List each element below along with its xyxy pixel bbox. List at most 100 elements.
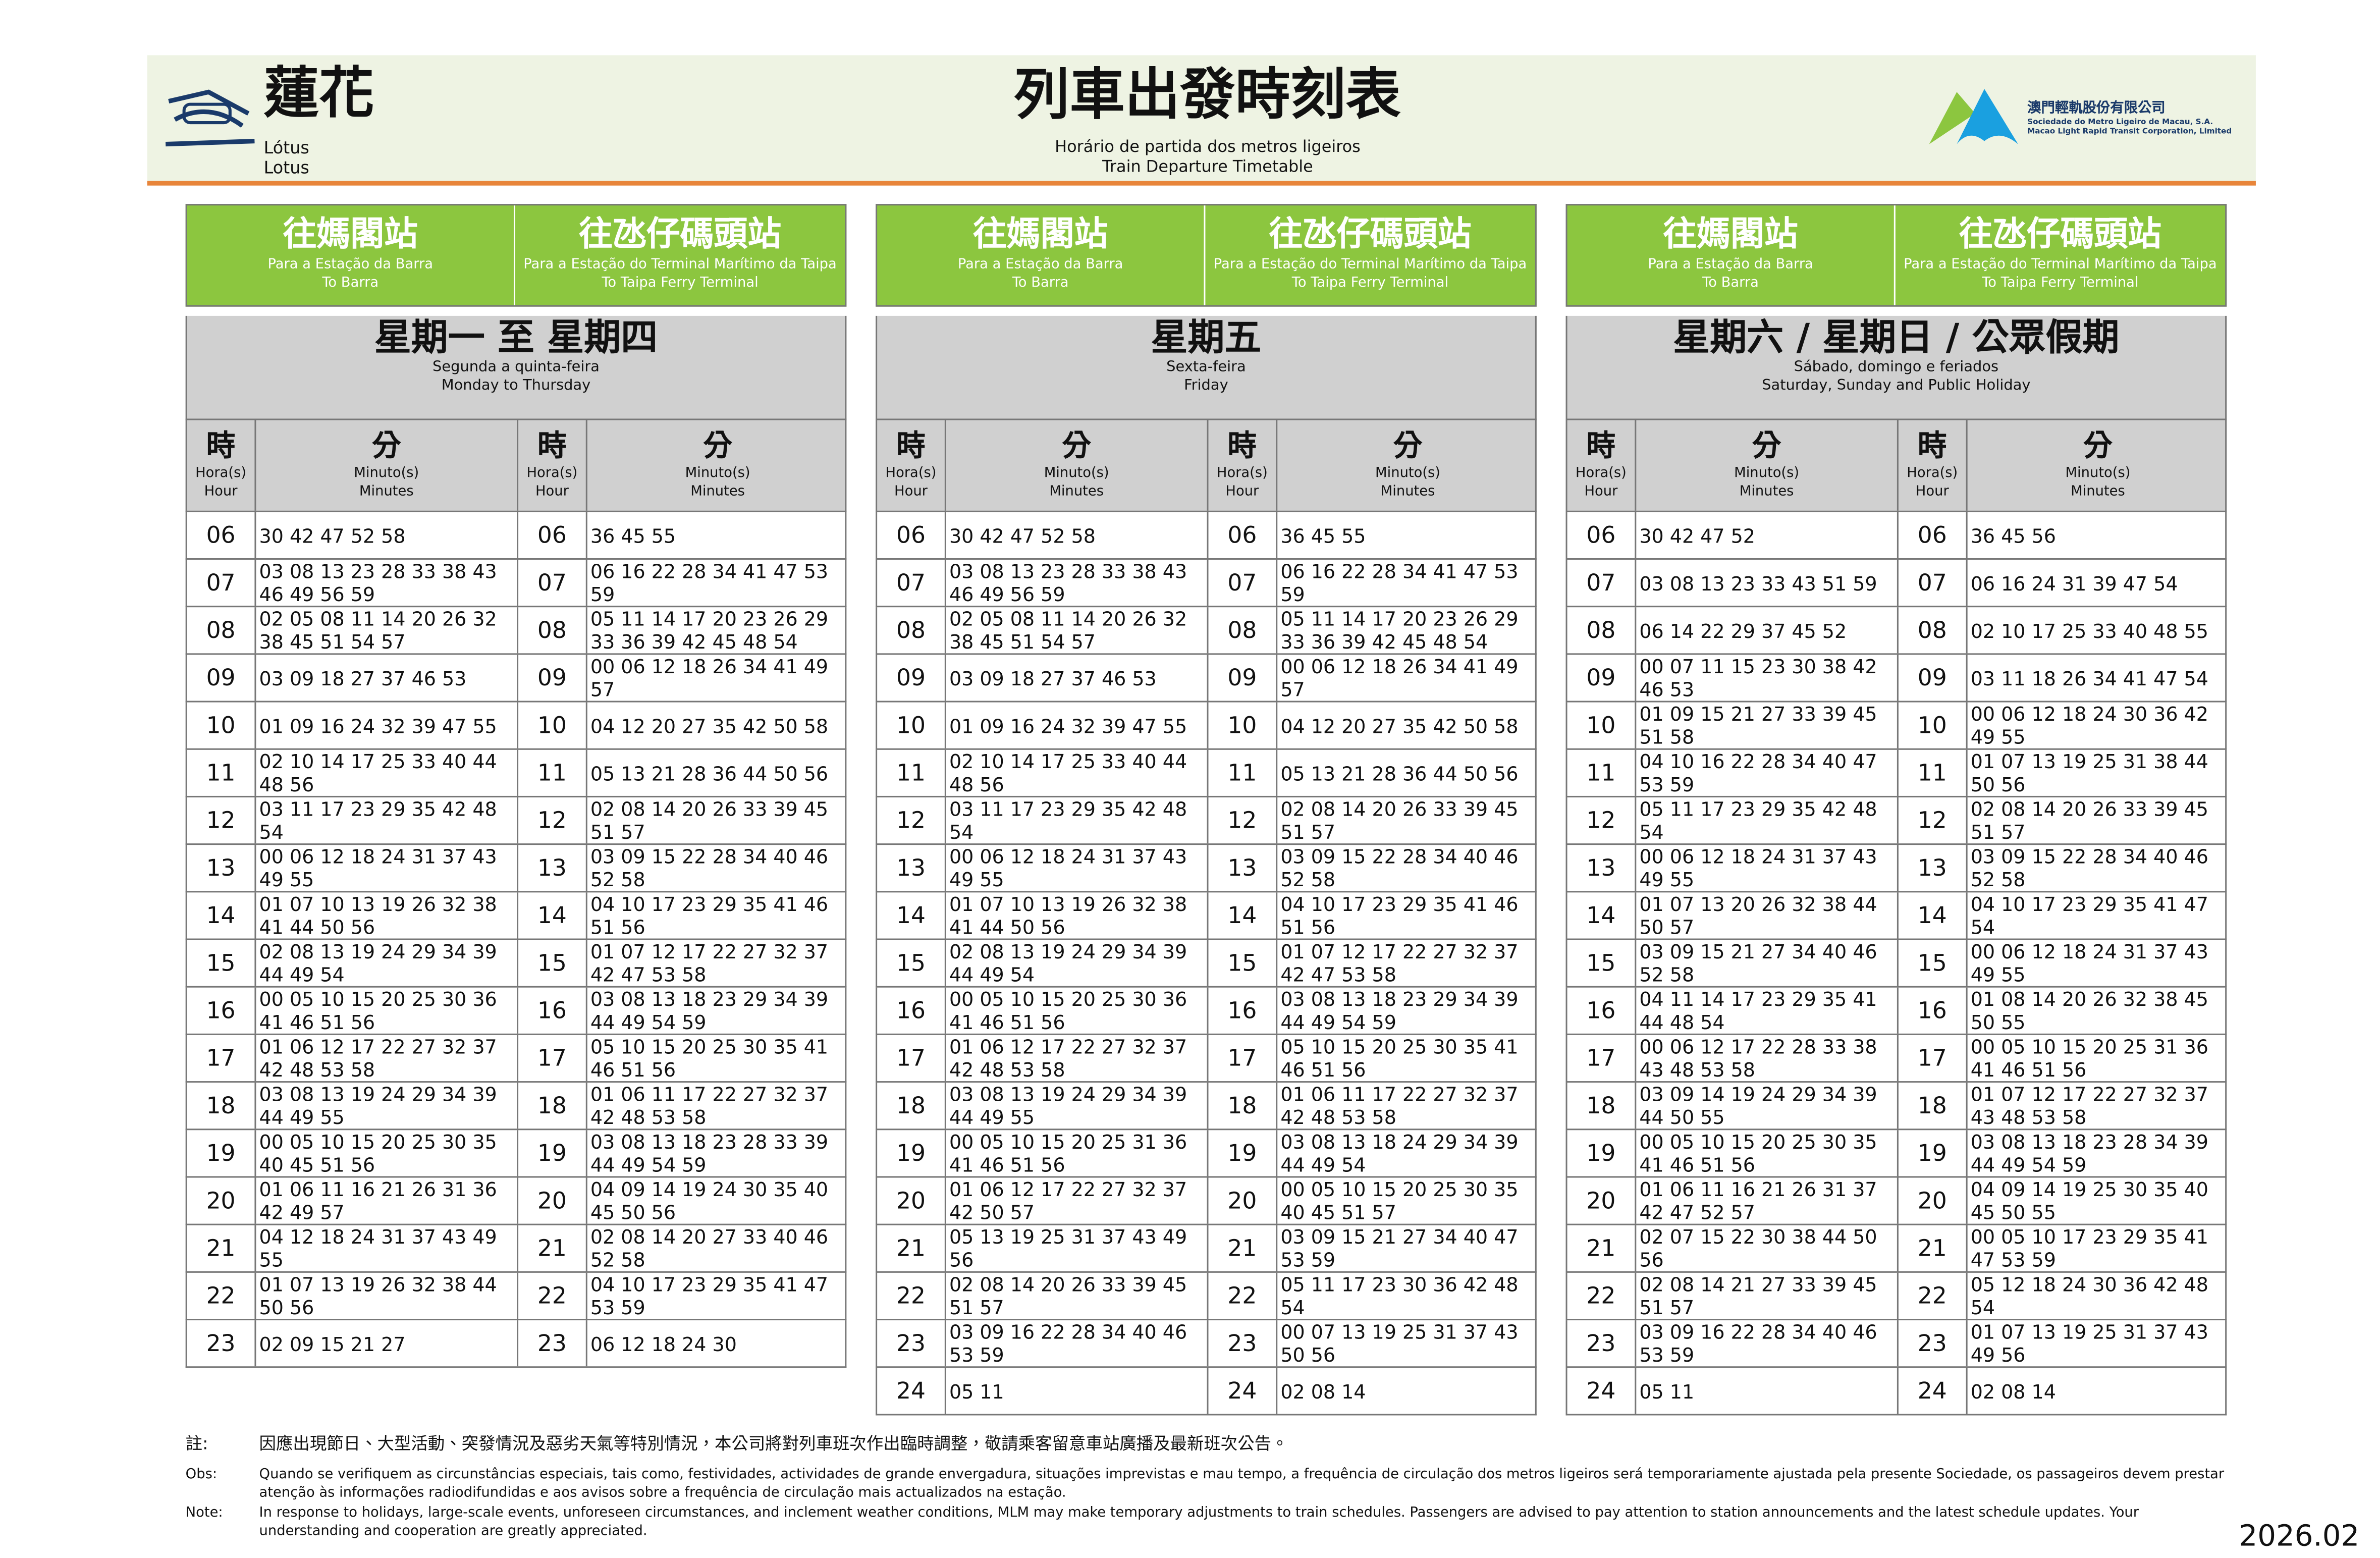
- hour-zh: 時: [1227, 429, 1257, 463]
- note-label: Note:: [185, 1506, 223, 1522]
- day-header: 星期五 Sexta-feira Friday: [876, 315, 1537, 420]
- version: 2026.02: [2239, 1520, 2360, 1553]
- minutes: 02 10 14 17 25 33 40 44 48 56: [946, 749, 1209, 796]
- hour: 17: [1567, 1035, 1637, 1082]
- minutes: 01 07 13 19 26 32 38 44 50 56: [256, 1272, 519, 1319]
- hour: 12: [1208, 797, 1278, 844]
- timetable-row: 10 01 09 16 24 32 39 47 55 10 04 12 20 27 3…: [876, 702, 1537, 750]
- hour: 07: [877, 560, 946, 606]
- minutes: 01 07 12 17 22 27 32 37 42 47 53 58: [590, 940, 829, 986]
- minutes: 02 08 14 20 26 33 39 45 51 57: [1970, 797, 2208, 844]
- hour: 21: [518, 1225, 587, 1271]
- minutes: 01 06 12 17 22 27 32 37 42 50 57: [946, 1177, 1209, 1224]
- direction-zh: 往氹仔碼頭站: [578, 216, 782, 255]
- direction-en: To Barra: [1702, 276, 1759, 292]
- hour-en: Hour: [1584, 485, 1618, 500]
- minutes: 01 09 16 24 32 39 47 55: [946, 702, 1209, 748]
- hour: 06: [877, 512, 946, 558]
- hour: 09: [187, 655, 256, 701]
- minutes: 01 09 16 24 32 39 47 55: [256, 702, 519, 748]
- minutes: 05 12 18 24 30 36 42 48 54: [1970, 1272, 2208, 1319]
- hour: 14: [1208, 892, 1278, 939]
- hour: 08: [877, 607, 946, 654]
- timetable-row: 17 00 06 12 17 22 28 33 38 43 48 53 58 17 0…: [1565, 1035, 2227, 1083]
- hour: 18: [1567, 1083, 1637, 1129]
- minute-en: Minutes: [1380, 485, 1435, 500]
- minutes: 05 11 17 23 30 36 42 48 54: [1280, 1272, 1519, 1319]
- hour: 11: [1208, 749, 1278, 796]
- minutes: 03 09 15 22 28 34 40 46 52 58: [590, 845, 829, 891]
- note: Obs: Quando se verifiquem as circunstânci…: [186, 1468, 2225, 1503]
- day-zh: 星期六 / 星期日 / 公眾假期: [1673, 315, 2120, 359]
- minutes: 01 07 10 13 19 26 32 38 41 44 50 56: [946, 892, 1209, 939]
- minutes: 00 05 10 15 20 25 30 36 41 46 51 56: [256, 987, 519, 1034]
- hour: 23: [1899, 1320, 1968, 1367]
- minutes: 00 05 10 15 20 25 31 36 41 46 51 56: [1970, 1035, 2208, 1082]
- minutes: 02 08 13 19 24 29 34 39 44 49 54: [256, 940, 519, 986]
- hour: 14: [1899, 892, 1968, 939]
- minutes: 06 12 18 24 30: [590, 1331, 737, 1355]
- day-en: Saturday, Sunday and Public Holiday: [1762, 377, 2031, 394]
- hour: 19: [1567, 1130, 1637, 1176]
- minutes: 02 05 08 11 14 20 26 32 38 45 51 54 57: [256, 607, 519, 654]
- hour: 22: [187, 1272, 256, 1319]
- hour: 15: [1208, 940, 1278, 986]
- minutes: 00 05 10 15 20 25 30 36 41 46 51 56: [946, 987, 1209, 1034]
- direction-en: To Barra: [1012, 276, 1069, 292]
- hour: 18: [518, 1083, 587, 1129]
- hour-zh: 時: [537, 429, 567, 463]
- minutes: 04 11 14 17 23 29 35 41 44 48 54: [1636, 987, 1899, 1034]
- hour: 06: [1899, 512, 1968, 558]
- minutes: 05 13 21 28 36 44 50 56: [590, 761, 829, 785]
- direction-zh: 往氹仔碼頭站: [1959, 216, 2161, 255]
- hour: 16: [187, 987, 256, 1034]
- minutes: 01 07 13 19 25 31 38 44 50 56: [1970, 749, 2208, 796]
- hour: 06: [187, 512, 256, 558]
- header: [147, 55, 2256, 186]
- hour-column-header: 時 Hora(s) Hour: [1208, 420, 1278, 511]
- hour-en: Hour: [204, 485, 238, 500]
- timetable-row: 23 03 09 16 22 28 34 40 46 53 59 23 01 07 1…: [1565, 1320, 2227, 1368]
- minutes: 02 10 17 25 33 40 48 55: [1970, 618, 2208, 642]
- minutes: 03 08 13 23 33 43 51 59: [1636, 560, 1899, 606]
- minutes: 04 10 16 22 28 34 40 47 53 59: [1636, 749, 1899, 796]
- minutes: 03 09 16 22 28 34 40 46 53 59: [946, 1320, 1209, 1367]
- minutes: 05 13 21 28 36 44 50 56: [1280, 761, 1519, 785]
- timetable-row: 12 05 11 17 23 29 35 42 48 54 12 02 08 14 2…: [1565, 797, 2227, 845]
- hour-column-header: 時 Hora(s) Hour: [1899, 420, 1968, 511]
- minutes: 03 08 13 23 28 33 38 43 46 49 56 59: [946, 560, 1209, 606]
- timetable-row: 22 02 08 14 20 26 33 39 45 51 57 22 05 11 1…: [876, 1272, 1537, 1321]
- minute-pt: Minuto(s): [1375, 466, 1440, 482]
- hour: 10: [877, 702, 946, 748]
- hour: 17: [518, 1035, 587, 1082]
- minutes: 00 06 12 17 22 28 33 38 43 48 53 58: [1636, 1035, 1899, 1082]
- minutes: 03 08 13 19 24 29 34 39 44 49 55: [946, 1083, 1209, 1129]
- minutes: 01 06 12 17 22 27 32 37 42 48 53 58: [946, 1035, 1209, 1082]
- timetable-row: 13 00 06 12 18 24 31 37 43 49 55 13 03 09 1…: [1565, 845, 2227, 893]
- minutes: 01 07 12 17 22 27 32 37 43 48 53 58: [1970, 1083, 2208, 1129]
- hour: 12: [877, 797, 946, 844]
- minutes: 00 05 10 15 20 25 30 35 41 46 51 56: [1636, 1130, 1899, 1176]
- hour: 21: [877, 1225, 946, 1271]
- direction-zh: 往氹仔碼頭站: [1269, 216, 1472, 255]
- minutes: 00 07 11 15 23 30 38 42 46 53: [1636, 655, 1899, 701]
- minutes: 06 14 22 29 37 45 52: [1636, 607, 1899, 654]
- hour: 23: [877, 1320, 946, 1367]
- minutes: 04 10 17 23 29 35 41 46 51 56: [1280, 892, 1519, 939]
- hour: 07: [187, 560, 256, 606]
- hour: 23: [518, 1320, 587, 1367]
- hour: 16: [1567, 987, 1637, 1034]
- timetable-row: 07 03 08 13 23 33 43 51 59 07 06 16 24 31 3…: [1565, 560, 2227, 608]
- minutes: 03 08 13 18 23 28 33 39 44 49 54 59: [590, 1130, 829, 1176]
- timetable-row: 13 00 06 12 18 24 31 37 43 49 55 13 03 09 1…: [185, 845, 847, 893]
- hour: 08: [1899, 607, 1968, 654]
- hour-column-header: 時 Hora(s) Hour: [187, 420, 256, 511]
- minute-pt: Minuto(s): [1044, 466, 1109, 482]
- hour: 22: [1567, 1272, 1637, 1319]
- hour-zh: 時: [896, 429, 926, 463]
- minutes: 03 11 17 23 29 35 42 48 54: [946, 797, 1209, 844]
- note-text: Quando se verifiquem as circunstâncias e…: [259, 1467, 2225, 1501]
- hour: 11: [1567, 749, 1637, 796]
- hour: 09: [518, 655, 587, 701]
- station-name-en: Lotus: [263, 157, 309, 178]
